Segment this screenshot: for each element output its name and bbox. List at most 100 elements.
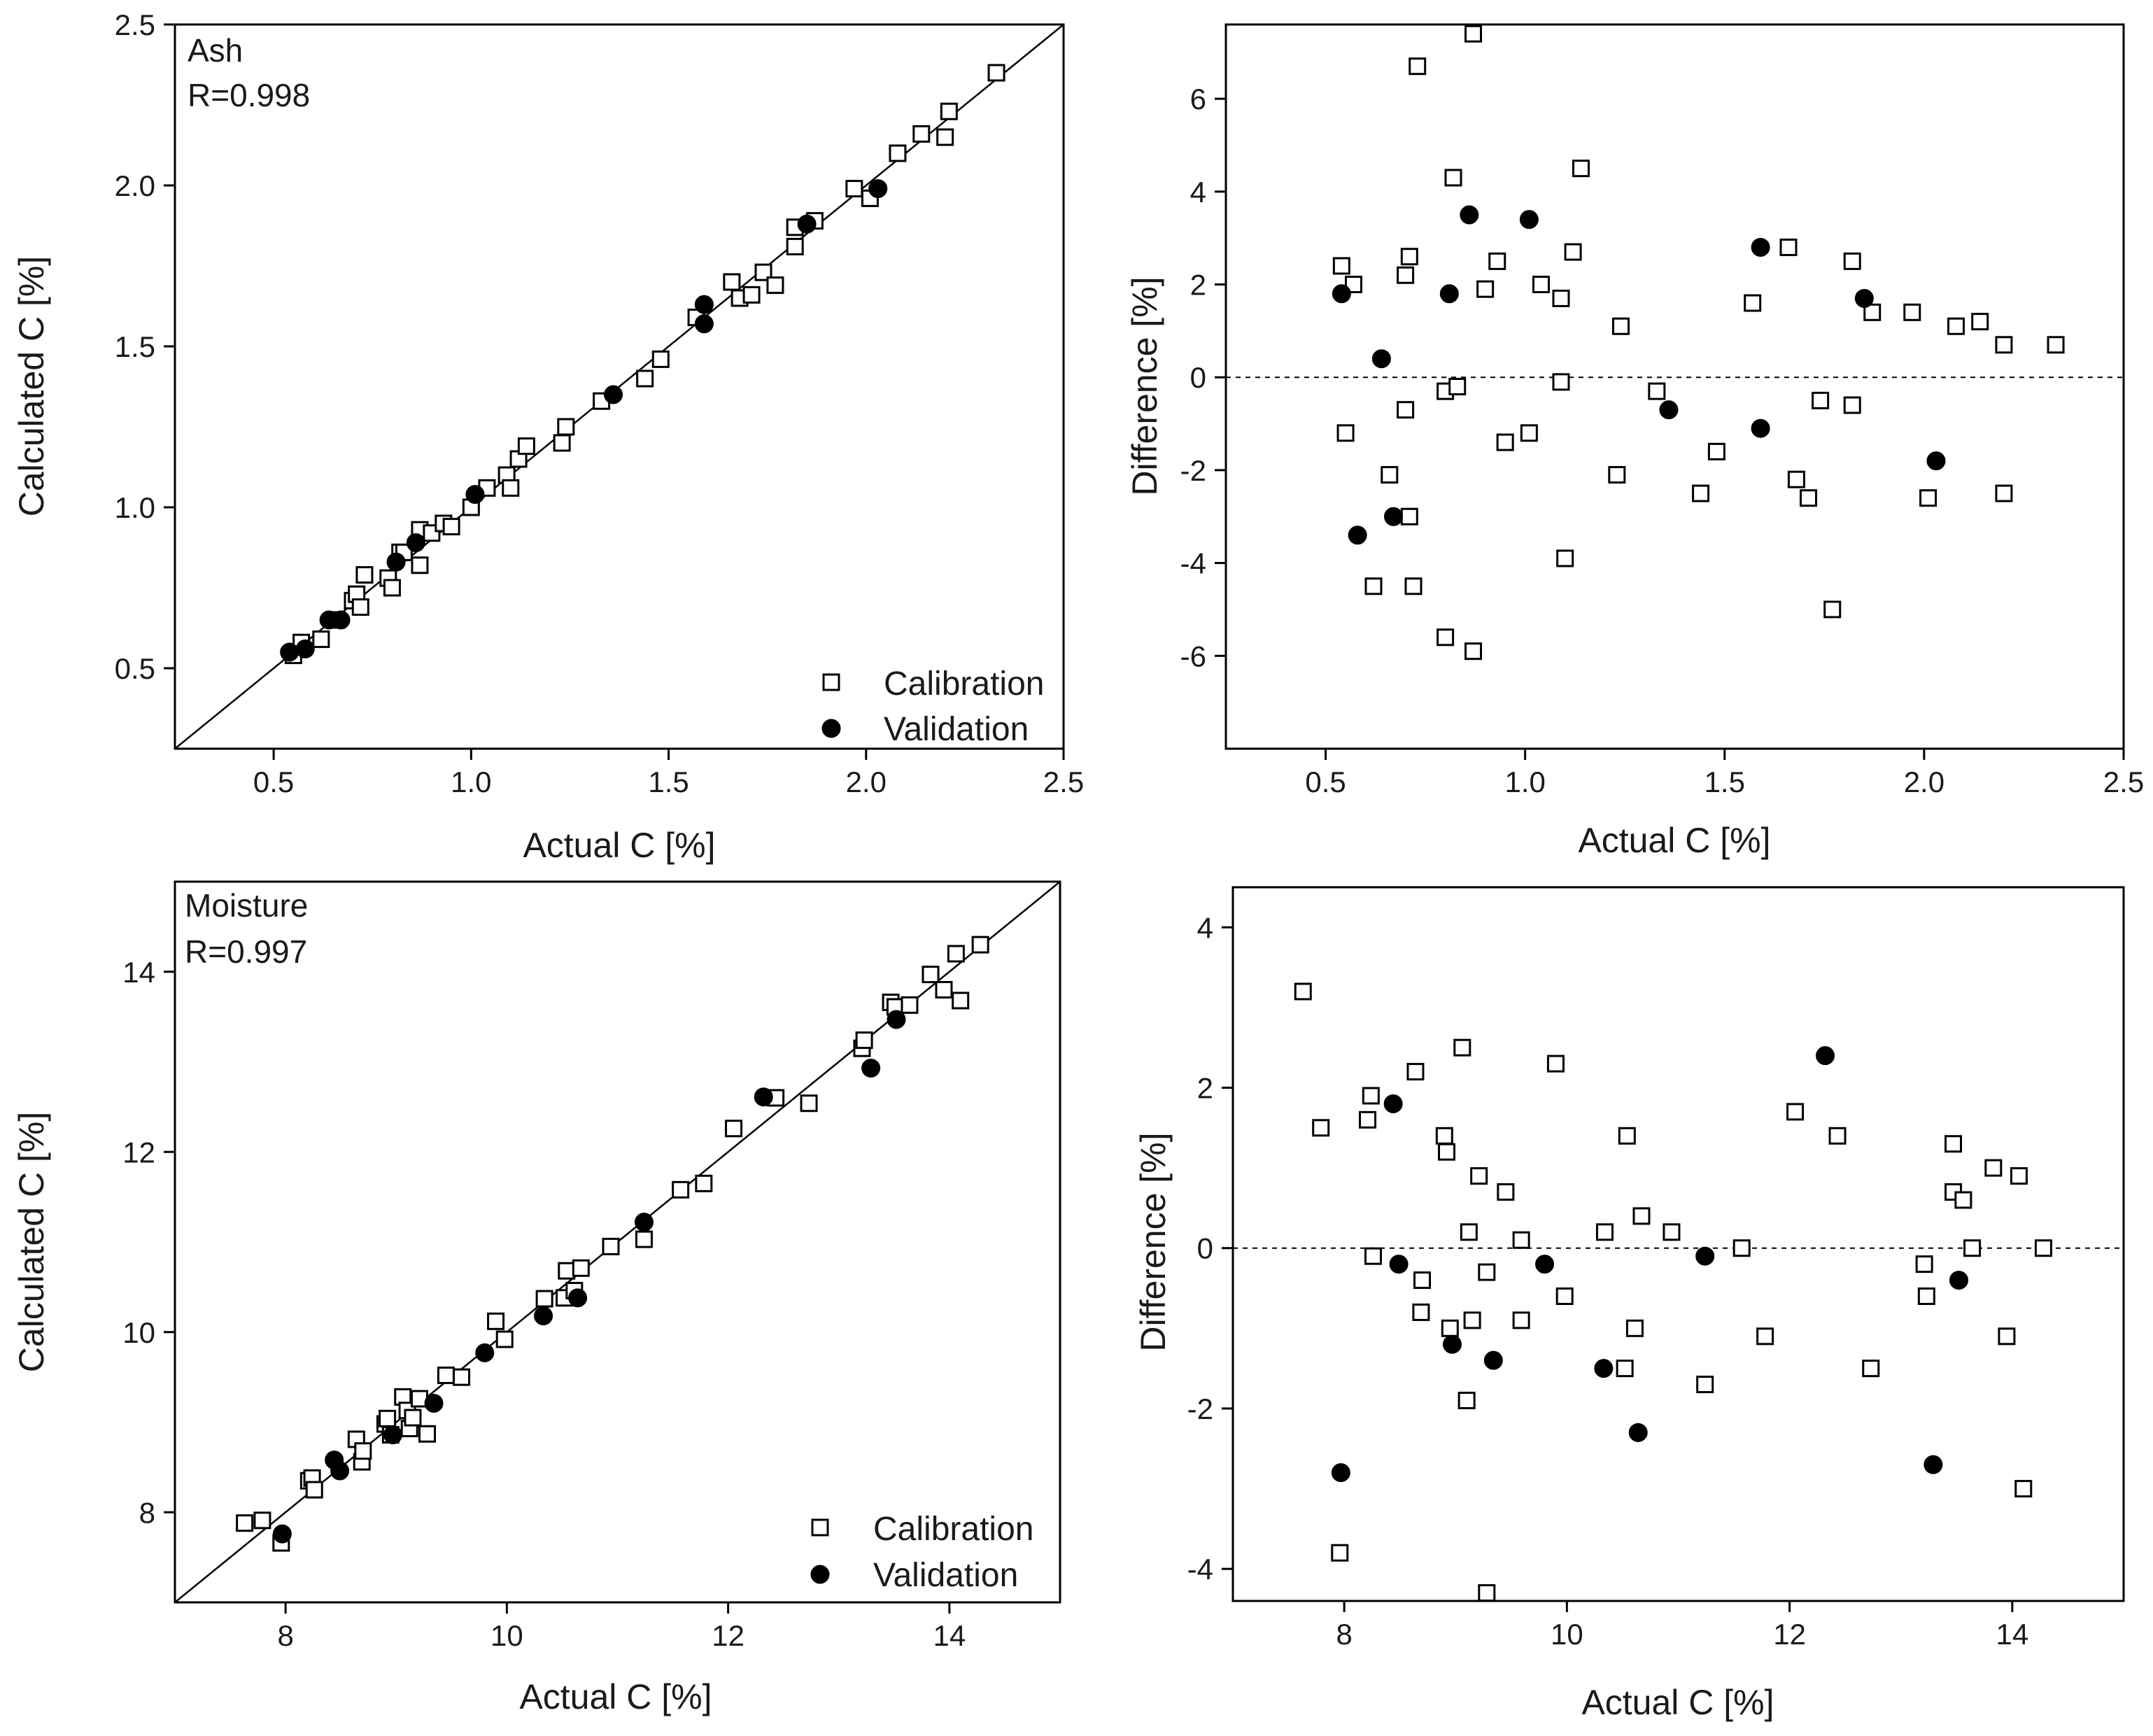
y-tick-label: 6 bbox=[1190, 83, 1206, 115]
calibration-point bbox=[855, 1031, 873, 1050]
validation-point bbox=[1628, 1423, 1648, 1442]
calibration-point bbox=[845, 180, 863, 198]
x-tick-label: 12 bbox=[712, 1619, 744, 1652]
validation-point bbox=[1460, 205, 1479, 225]
x-tick-label: 10 bbox=[1551, 1618, 1583, 1651]
y-tick-label: 1.0 bbox=[115, 491, 155, 524]
calibration-point bbox=[535, 1290, 553, 1308]
moisture-difference-panel: 8 10 12 14 -4 -2 0 2 4 Actual C [%] Difference [… bbox=[1134, 886, 2125, 1722]
calibration-point bbox=[1332, 257, 1350, 275]
calibration-point bbox=[558, 1262, 576, 1280]
reference-lines bbox=[174, 24, 1064, 749]
x-tick-label: 2.5 bbox=[2103, 765, 2144, 798]
calibration-point bbox=[1412, 1303, 1430, 1321]
calibration-point bbox=[1612, 317, 1630, 335]
calibration-point bbox=[987, 64, 1005, 82]
legend-validation-label: Validation bbox=[873, 1557, 1018, 1594]
x-tick-label: 14 bbox=[1996, 1618, 2029, 1651]
legend-calibration-marker bbox=[811, 1518, 829, 1537]
panel-annotation-r: R=0.998 bbox=[188, 77, 310, 113]
calibration-point bbox=[1404, 577, 1423, 595]
y-tick-label: 14 bbox=[122, 956, 155, 989]
calibration-point bbox=[672, 1180, 690, 1199]
y-tick-label: 2 bbox=[1197, 1072, 1213, 1105]
calibration-point bbox=[1457, 1391, 1476, 1409]
ash-parity-panel: 0.5 1.0 1.5 2.0 2.5 0.5 1.0 1.5 2.0 2.5 Ash R=0.9… bbox=[12, 8, 1084, 865]
ash-difference-panel: 0.5 1.0 1.5 2.0 2.5 -6 -4 -2 0 2 4 6 Actual C [%] D… bbox=[1125, 23, 2145, 860]
calibration-point bbox=[636, 369, 654, 388]
plot-frame bbox=[1224, 23, 2125, 750]
identity-line bbox=[174, 24, 1064, 749]
calibration-point bbox=[889, 144, 907, 162]
calibration-point bbox=[947, 945, 965, 963]
calibration-point bbox=[1971, 313, 1989, 331]
calibration-point bbox=[1648, 382, 1666, 400]
validation-point bbox=[1751, 237, 1770, 257]
y-tick-label: 0 bbox=[1197, 1232, 1213, 1265]
calibration-point bbox=[1954, 1191, 1972, 1209]
calibration-point bbox=[1663, 1223, 1681, 1241]
y-tick-label: 4 bbox=[1190, 176, 1206, 209]
axis-ticks: 0.5 1.0 1.5 2.0 2.5 -6 -4 -2 0 2 4 6 bbox=[1180, 83, 2145, 798]
validation-point bbox=[1816, 1046, 1835, 1066]
calibration-point bbox=[2010, 1167, 2028, 1185]
calibration-point bbox=[1438, 1143, 1456, 1161]
calibration-point bbox=[1963, 1239, 1982, 1257]
validation-point bbox=[1371, 349, 1391, 369]
calibration-point bbox=[495, 1330, 514, 1348]
legend-calibration-marker bbox=[822, 673, 840, 691]
calibration-point bbox=[351, 598, 369, 616]
axis-ticks: 0.5 1.0 1.5 2.0 2.5 0.5 1.0 1.5 2.0 2.5 bbox=[115, 8, 1085, 798]
validation-point bbox=[1332, 284, 1351, 304]
calibration-point bbox=[935, 981, 953, 998]
calibration-point bbox=[1362, 1087, 1380, 1105]
calibration-point bbox=[742, 285, 761, 304]
calibration-point bbox=[1786, 1103, 1805, 1121]
y-axis-label: Difference [%] bbox=[1134, 1132, 1173, 1351]
y-axis-label: Calculated C [%] bbox=[12, 1112, 51, 1372]
y-tick-label: -2 bbox=[1187, 1392, 1213, 1425]
x-tick-label: 2.0 bbox=[1904, 765, 1944, 798]
calibration-point bbox=[1512, 1311, 1530, 1329]
calibration-point bbox=[1488, 252, 1506, 270]
x-tick-label: 1.5 bbox=[648, 765, 689, 798]
calibration-point bbox=[379, 1409, 397, 1427]
calibration-point bbox=[1400, 507, 1418, 525]
legend-validation-marker bbox=[810, 1565, 830, 1584]
calibration-point bbox=[1915, 1255, 1933, 1273]
validation-point bbox=[1442, 1334, 1462, 1354]
calibration-point bbox=[418, 1425, 437, 1443]
y-tick-label: 2.5 bbox=[115, 8, 155, 41]
plot-frame bbox=[1231, 886, 2125, 1602]
moisture-parity-panel: 8 10 12 14 8 10 12 14 Moisture R=0.997 Actual C… bbox=[12, 880, 1061, 1716]
calibration-point bbox=[1476, 280, 1495, 298]
validation-point bbox=[295, 639, 315, 658]
calibration-point bbox=[1448, 378, 1467, 395]
calibration-point bbox=[1756, 1327, 1774, 1346]
validation-point bbox=[465, 485, 485, 504]
calibration-point bbox=[786, 237, 804, 255]
legend: Calibration Validation bbox=[821, 665, 1044, 748]
validation-point bbox=[887, 1010, 906, 1029]
calibration-point bbox=[1464, 642, 1483, 661]
calibration-point bbox=[1823, 600, 1842, 619]
calibration-point bbox=[1453, 1038, 1471, 1057]
calibration-point bbox=[404, 1409, 422, 1427]
calibration-point bbox=[1732, 1239, 1751, 1257]
y-tick-label: 12 bbox=[122, 1136, 155, 1169]
data-points bbox=[1294, 982, 2052, 1602]
calibration-point bbox=[1995, 336, 2013, 354]
validation-point bbox=[330, 1461, 350, 1481]
calibration-point bbox=[1406, 1063, 1425, 1081]
calibration-point bbox=[1564, 243, 1582, 261]
y-tick-label: -4 bbox=[1187, 1553, 1213, 1586]
calibration-point bbox=[2014, 1480, 2033, 1498]
calibration-point bbox=[1595, 1223, 1614, 1241]
calibration-point bbox=[1520, 424, 1538, 442]
calibration-point bbox=[1862, 1360, 1880, 1378]
calibration-point bbox=[1470, 1167, 1488, 1185]
calibration-point bbox=[1843, 396, 1861, 414]
panel-annotation-name: Ash bbox=[188, 32, 243, 69]
calibration-point bbox=[1336, 424, 1355, 442]
calibration-point bbox=[1344, 276, 1362, 294]
